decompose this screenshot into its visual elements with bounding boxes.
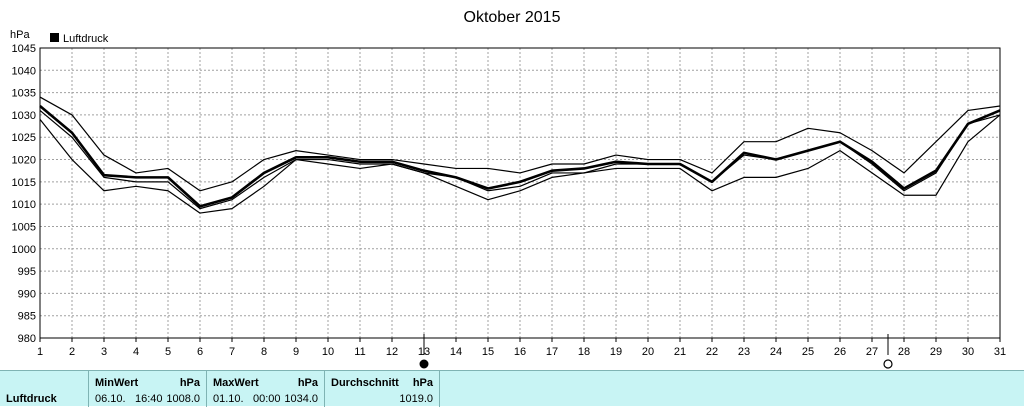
min-header: MinWert bbox=[95, 377, 139, 389]
y-tick-label: 985 bbox=[18, 311, 36, 323]
y-tick-label: 1015 bbox=[12, 177, 36, 189]
legend-label: Luftdruck bbox=[63, 33, 109, 45]
legend-swatch bbox=[50, 33, 59, 42]
x-tick-label: 12 bbox=[386, 346, 398, 358]
x-tick-label: 24 bbox=[770, 346, 782, 358]
y-axis: 1045 1040 1035 1030 1025 1020 1015 1010 1005 1000… bbox=[12, 43, 36, 345]
min-value: 1008.0 bbox=[166, 393, 200, 405]
moon-phases bbox=[419, 334, 893, 369]
stats-bar: Luftdruck MinWert hPa 06.10. 16:40 1008.… bbox=[0, 370, 1024, 407]
min-date: 06.10. bbox=[95, 393, 126, 405]
x-tick-label: 16 bbox=[514, 346, 526, 358]
x-tick-label: 31 bbox=[994, 346, 1006, 358]
y-tick-label: 1020 bbox=[12, 155, 36, 167]
min-cell: MinWert hPa 06.10. 16:40 1008.0 bbox=[88, 371, 206, 407]
series-line-min bbox=[39, 114, 1001, 214]
x-tick-label: 10 bbox=[322, 346, 334, 358]
series-line-max bbox=[39, 96, 1001, 192]
series bbox=[39, 96, 1001, 214]
x-tick-label: 30 bbox=[962, 346, 974, 358]
new-moon-icon bbox=[419, 359, 429, 369]
x-tick-label: 25 bbox=[802, 346, 814, 358]
y-tick-label: 1040 bbox=[12, 65, 36, 77]
avg-unit: hPa bbox=[412, 377, 433, 389]
x-tick-label: 18 bbox=[578, 346, 590, 358]
x-tick-label: 8 bbox=[261, 346, 267, 358]
pressure-chart: Oktober 2015 hPa Luftdruck 1045104010351… bbox=[10, 9, 1006, 369]
x-tick-label: 11 bbox=[354, 346, 365, 358]
y-axis-unit: hPa bbox=[10, 29, 30, 41]
max-header: MaxWert bbox=[213, 377, 259, 389]
max-time: 00:00 bbox=[253, 393, 281, 405]
max-date: 01.10. bbox=[213, 393, 244, 405]
x-tick-label: 20 bbox=[642, 346, 654, 358]
x-tick-label: 14 bbox=[450, 346, 462, 358]
y-tick-label: 1045 bbox=[12, 43, 36, 55]
series-line-mid bbox=[39, 110, 1001, 210]
chart-title: Oktober 2015 bbox=[464, 9, 561, 26]
y-tick-label: 980 bbox=[18, 333, 36, 345]
x-tick-label: 5 bbox=[165, 346, 171, 358]
avg-cell: Durchschnitt hPa 1019.0 bbox=[324, 371, 440, 407]
x-tick-label: 23 bbox=[738, 346, 750, 358]
min-unit: hPa bbox=[179, 377, 200, 389]
x-tick-label: 9 bbox=[293, 346, 299, 358]
x-tick-label: 21 bbox=[674, 346, 686, 358]
x-tick-label: 2 bbox=[69, 346, 75, 358]
x-tick-label: 1 bbox=[37, 346, 43, 358]
x-tick-label: 3 bbox=[101, 346, 107, 358]
stats-label: Luftdruck bbox=[6, 393, 57, 405]
avg-value: 1019.0 bbox=[399, 393, 433, 405]
x-tick-label: 4 bbox=[133, 346, 139, 358]
stats-label-cell: Luftdruck bbox=[0, 371, 88, 407]
max-unit: hPa bbox=[297, 377, 318, 389]
y-tick-label: 1000 bbox=[12, 244, 36, 256]
avg-header: Durchschnitt bbox=[331, 377, 399, 389]
y-tick-label: 995 bbox=[18, 266, 36, 278]
x-tick-label: 17 bbox=[546, 346, 558, 358]
x-tick-label: 15 bbox=[482, 346, 494, 358]
x-tick-label: 27 bbox=[866, 346, 878, 358]
x-tick-label: 7 bbox=[229, 346, 235, 358]
x-tick-label: 26 bbox=[834, 346, 846, 358]
y-tick-label: 1030 bbox=[12, 110, 36, 122]
max-cell: MaxWert hPa 01.10. 00:00 1034.0 bbox=[206, 371, 324, 407]
x-tick-label: 6 bbox=[197, 346, 203, 358]
y-tick-label: 1035 bbox=[12, 88, 36, 100]
x-axis: 1 2 3 4 5 6 7 8 9 10 11 12 13 14 15 16 17 18 19 20 21 22 23 24 2… bbox=[37, 338, 1006, 358]
y-tick-label: 1005 bbox=[12, 221, 36, 233]
y-tick-label: 1025 bbox=[12, 132, 36, 144]
full-moon-icon bbox=[883, 359, 893, 369]
max-value: 1034.0 bbox=[284, 393, 318, 405]
x-tick-label: 22 bbox=[706, 346, 718, 358]
x-tick-label: 29 bbox=[930, 346, 942, 358]
y-tick-label: 1010 bbox=[12, 199, 36, 211]
y-tick-label: 990 bbox=[18, 288, 36, 300]
x-tick-label: 28 bbox=[898, 346, 910, 358]
min-time: 16:40 bbox=[135, 393, 163, 405]
x-tick-label: 19 bbox=[610, 346, 622, 358]
